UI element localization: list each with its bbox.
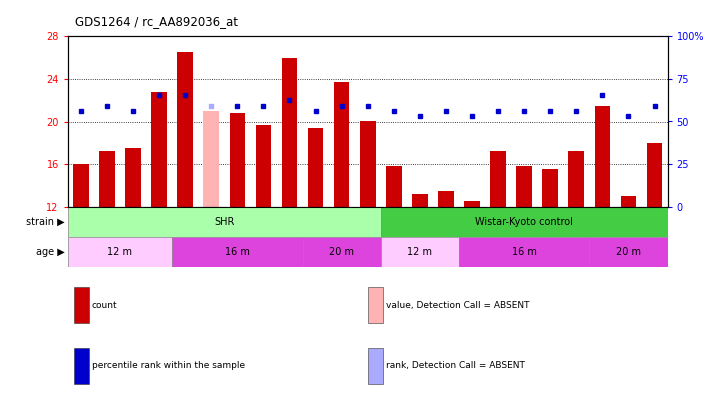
Bar bbox=[386, 166, 401, 207]
Bar bbox=[516, 166, 532, 207]
Text: 16 m: 16 m bbox=[512, 247, 537, 257]
Bar bbox=[177, 52, 193, 207]
Bar bbox=[491, 151, 506, 207]
Text: Wistar-Kyoto control: Wistar-Kyoto control bbox=[476, 217, 573, 227]
Bar bbox=[620, 196, 636, 207]
Bar bbox=[256, 125, 271, 207]
Bar bbox=[125, 148, 141, 207]
Bar bbox=[99, 151, 115, 207]
Bar bbox=[74, 287, 89, 323]
Bar bbox=[368, 287, 383, 323]
Text: GDS1264 / rc_AA892036_at: GDS1264 / rc_AA892036_at bbox=[75, 15, 238, 28]
Bar bbox=[464, 201, 480, 207]
Bar bbox=[308, 128, 323, 207]
Bar bbox=[412, 194, 428, 207]
Bar bbox=[589, 237, 668, 267]
Text: count: count bbox=[92, 301, 117, 309]
Bar bbox=[203, 111, 219, 207]
Bar bbox=[68, 207, 381, 237]
Bar bbox=[568, 151, 584, 207]
Text: rank, Detection Call = ABSENT: rank, Detection Call = ABSENT bbox=[386, 361, 525, 371]
Bar bbox=[381, 207, 668, 237]
Bar bbox=[74, 348, 89, 384]
Bar bbox=[172, 237, 303, 267]
Bar bbox=[68, 237, 172, 267]
Text: 12 m: 12 m bbox=[108, 247, 133, 257]
Bar bbox=[151, 92, 167, 207]
Text: age ▶: age ▶ bbox=[36, 247, 64, 257]
Bar bbox=[647, 143, 663, 207]
Text: value, Detection Call = ABSENT: value, Detection Call = ABSENT bbox=[386, 301, 529, 309]
Bar bbox=[334, 82, 349, 207]
Bar bbox=[368, 348, 383, 384]
Text: 20 m: 20 m bbox=[616, 247, 641, 257]
Bar bbox=[459, 237, 589, 267]
Text: strain ▶: strain ▶ bbox=[26, 217, 64, 227]
Text: percentile rank within the sample: percentile rank within the sample bbox=[92, 361, 245, 371]
Bar bbox=[281, 58, 297, 207]
Bar bbox=[73, 164, 89, 207]
Text: 12 m: 12 m bbox=[408, 247, 433, 257]
Bar bbox=[229, 113, 245, 207]
Bar bbox=[595, 106, 610, 207]
Text: 16 m: 16 m bbox=[225, 247, 250, 257]
Bar bbox=[438, 191, 454, 207]
Bar bbox=[303, 237, 381, 267]
Bar bbox=[543, 169, 558, 207]
Bar bbox=[381, 237, 459, 267]
Text: SHR: SHR bbox=[214, 217, 234, 227]
Bar bbox=[360, 122, 376, 207]
Text: 20 m: 20 m bbox=[329, 247, 354, 257]
